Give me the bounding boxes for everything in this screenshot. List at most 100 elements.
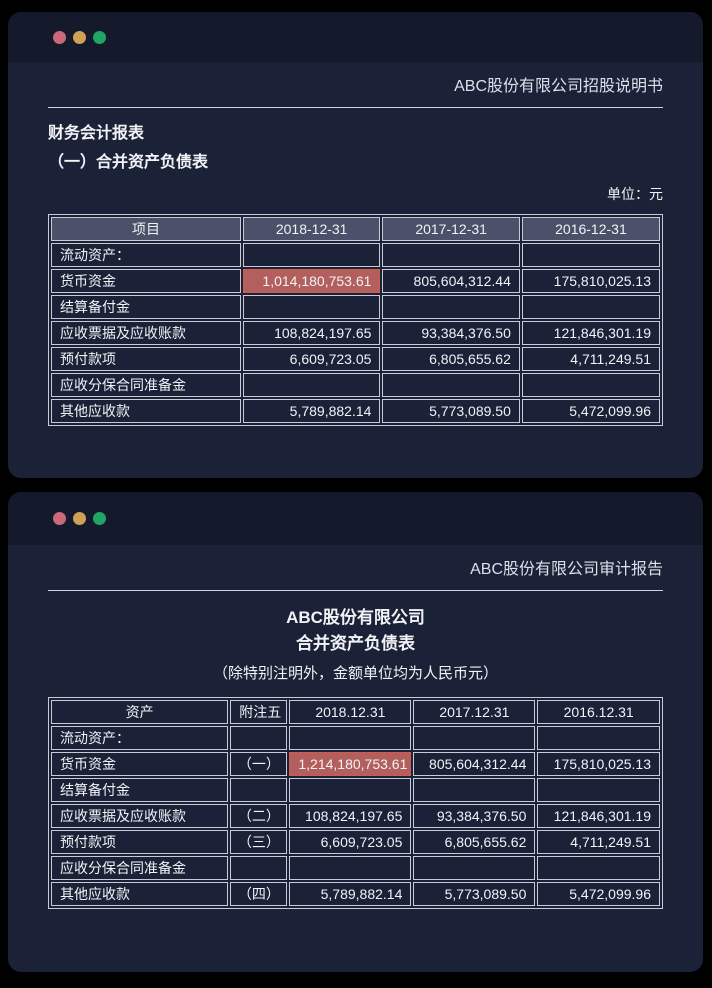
minimize-button-icon[interactable]: [73, 30, 86, 44]
subsection-title: （一）合并资产负债表: [48, 154, 209, 171]
value-cell: 175,810,025.13: [537, 752, 660, 776]
highlighted-diff-cell: 1,214,180,753.61: [289, 752, 412, 776]
table-row: 预付款项 （三） 6,609,723.05 6,805,655.62 4,711,249…: [51, 830, 660, 854]
document-header-title: ABC股份有限公司招股说明书: [454, 78, 663, 95]
row-label-cell: 预付款项: [51, 347, 241, 371]
note-ref-cell: [230, 778, 288, 802]
table-row: 结算备付金: [51, 778, 660, 802]
close-button-icon[interactable]: [53, 30, 66, 44]
value-cell: [537, 856, 660, 880]
value-cell: 5,773,089.50: [413, 882, 536, 906]
value-cell: [413, 778, 536, 802]
column-header: 2016-12-31: [521, 217, 660, 241]
value-cell: [521, 243, 660, 267]
table-row: 应收票据及应收账款 108,824,197.65 93,384,376.50 121,…: [51, 321, 660, 345]
table-row: 货币资金 1,014,180,753.61 805,604,312.44 175,81…: [51, 269, 660, 293]
column-header: 2017-12-31: [382, 217, 520, 241]
value-cell: [521, 295, 660, 319]
column-header: 2017.12.31: [413, 700, 536, 724]
row-label-cell: 其他应收款: [51, 399, 241, 423]
row-label-cell: 预付款项: [51, 830, 229, 854]
header-row: 项目 2018-12-31 2017-12-31 2016-12-31: [51, 217, 660, 241]
value-cell: [521, 373, 660, 397]
column-header: 2016.12.31: [537, 700, 660, 724]
row-label-cell: 货币资金: [51, 752, 229, 776]
column-header: 项目: [51, 217, 241, 241]
value-cell: [382, 373, 520, 397]
note-ref-cell: （四）: [230, 882, 288, 906]
table-row: 流动资产：: [51, 726, 660, 750]
value-cell: [242, 243, 381, 267]
row-label-cell: 应收分保合同准备金: [51, 856, 229, 880]
currency-note: （除特别注明外，金额单位均为人民币元）: [212, 665, 498, 682]
header-divider: [48, 107, 663, 108]
table-row: 其他应收款 （四） 5,789,882.14 5,773,089.50 5,472,09…: [51, 882, 660, 906]
value-cell: 175,810,025.13: [521, 269, 660, 293]
row-label-cell: 应收票据及应收账款: [51, 321, 241, 345]
value-cell: 4,711,249.51: [537, 830, 660, 854]
value-cell: 6,805,655.62: [382, 347, 520, 371]
value-cell: 6,609,723.05: [289, 830, 412, 854]
value-cell: 93,384,376.50: [382, 321, 520, 345]
row-label-cell: 应收分保合同准备金: [51, 373, 241, 397]
column-header: 2018.12.31: [289, 700, 412, 724]
maximize-button-icon[interactable]: [93, 30, 106, 44]
value-cell: 5,472,099.96: [521, 399, 660, 423]
value-cell: 5,789,882.14: [289, 882, 412, 906]
company-title: ABC股份有限公司: [286, 608, 425, 627]
value-cell: [289, 778, 412, 802]
unit-label: 单位：元: [607, 186, 663, 202]
value-cell: 108,824,197.65: [289, 804, 412, 828]
value-cell: 108,824,197.65: [242, 321, 381, 345]
value-cell: [537, 726, 660, 750]
row-label-cell: 流动资产：: [51, 726, 229, 750]
table-row: 应收票据及应收账款 （二） 108,824,197.65 93,384,376.50 1…: [51, 804, 660, 828]
minimize-button-icon[interactable]: [73, 512, 86, 525]
table-row: 应收分保合同准备金: [51, 373, 660, 397]
value-cell: 4,711,249.51: [521, 347, 660, 371]
note-ref-cell: （一）: [230, 752, 288, 776]
value-cell: 5,789,882.14: [242, 399, 381, 423]
value-cell: 121,846,301.19: [521, 321, 660, 345]
value-cell: [289, 726, 412, 750]
value-cell: 805,604,312.44: [413, 752, 536, 776]
table-row: 预付款项 6,609,723.05 6,805,655.62 4,711,249.51: [51, 347, 660, 371]
value-cell: [242, 295, 381, 319]
audit-balance-sheet-table: 资产 附注五 2018.12.31 2017.12.31 2016.12.31 流动资产：…: [48, 697, 663, 909]
window-titlebar: [8, 12, 703, 62]
column-header: 资产: [51, 700, 229, 724]
row-label-cell: 结算备付金: [51, 295, 241, 319]
column-header: 2018-12-31: [242, 217, 381, 241]
value-cell: 6,805,655.62: [413, 830, 536, 854]
value-cell: 5,472,099.96: [537, 882, 660, 906]
row-label-cell: 货币资金: [51, 269, 241, 293]
prospectus-window: ABC股份有限公司招股说明书 财务会计报表 （一）合并资产负债表 单位：元 项目…: [8, 12, 703, 478]
column-header: 附注五: [230, 700, 288, 724]
table-row: 应收分保合同准备金: [51, 856, 660, 880]
row-label-cell: 其他应收款: [51, 882, 229, 906]
note-ref-cell: （三）: [230, 830, 288, 854]
table-row: 货币资金 （一） 1,214,180,753.61 805,604,312.44 175…: [51, 752, 660, 776]
document-header-title: ABC股份有限公司审计报告: [470, 561, 663, 578]
close-button-icon[interactable]: [53, 512, 66, 525]
value-cell: 6,609,723.05: [242, 347, 381, 371]
header-row: 资产 附注五 2018.12.31 2017.12.31 2016.12.31: [51, 700, 660, 724]
value-cell: 93,384,376.50: [413, 804, 536, 828]
value-cell: [289, 856, 412, 880]
header-divider: [48, 590, 663, 591]
audit-report-window: ABC股份有限公司审计报告 ABC股份有限公司 合并资产负债表 （除特别注明外，…: [8, 492, 703, 972]
row-label-cell: 流动资产：: [51, 243, 241, 267]
value-cell: [382, 243, 520, 267]
value-cell: [242, 373, 381, 397]
value-cell: [413, 856, 536, 880]
maximize-button-icon[interactable]: [93, 512, 106, 525]
note-ref-cell: [230, 856, 288, 880]
table-row: 其他应收款 5,789,882.14 5,773,089.50 5,472,099.9…: [51, 399, 660, 423]
value-cell: 121,846,301.19: [537, 804, 660, 828]
row-label-cell: 应收票据及应收账款: [51, 804, 229, 828]
statement-title: 合并资产负债表: [296, 634, 415, 653]
table-row: 结算备付金: [51, 295, 660, 319]
note-ref-cell: [230, 726, 288, 750]
section-title: 财务会计报表: [48, 125, 145, 142]
prospectus-content: ABC股份有限公司招股说明书 财务会计报表 （一）合并资产负债表 单位：元 项目…: [8, 77, 703, 426]
